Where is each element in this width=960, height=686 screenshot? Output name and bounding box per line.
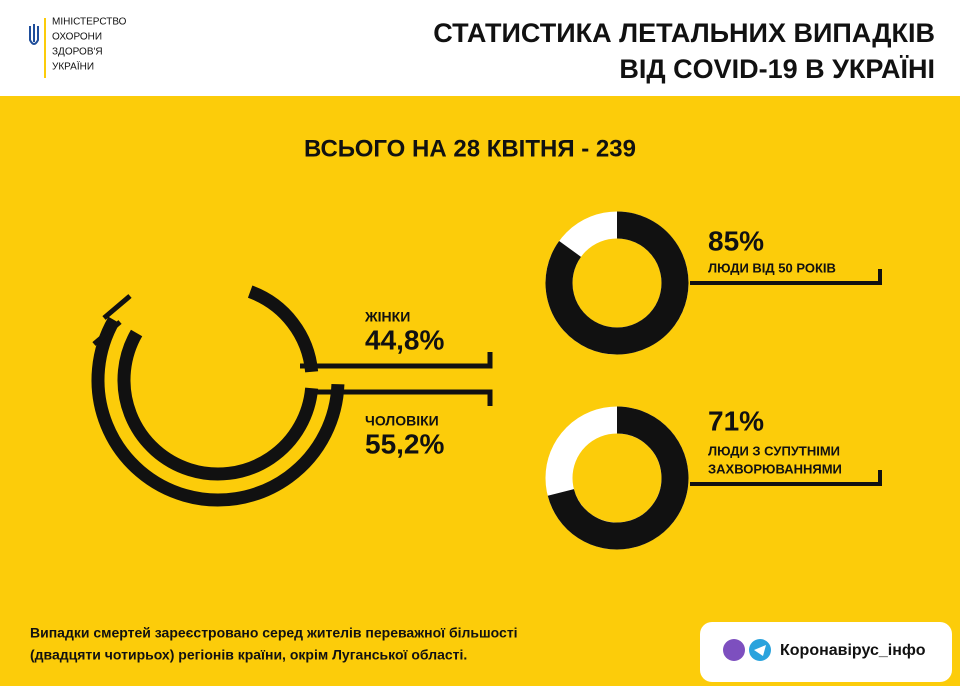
viber-icon (723, 639, 745, 661)
ministry-name: УКРАЇНИ (52, 61, 94, 73)
channel-box (700, 622, 952, 682)
gender-arc (91, 316, 345, 507)
total: ВСЬОГО НА 28 КВІТНЯ - 239 (304, 135, 636, 162)
ministry-name: ЗДОРОВ'Я (52, 47, 103, 58)
header-bg (0, 0, 960, 96)
emblem (29, 24, 39, 45)
connector (92, 294, 493, 406)
footer-note: (двадцяти чотирьох) регіонів країни, окр… (30, 647, 467, 663)
donut-value: 85% (708, 225, 764, 256)
ministry-name: МІНІСТЕРСТВО (52, 17, 127, 28)
title: ВІД COVID-19 В УКРАЇНІ (619, 54, 935, 84)
channel-name: Коронавірус_інфо (780, 642, 926, 659)
gender-value: 55,2% (365, 428, 444, 459)
gender-value: 44,8% (365, 324, 444, 355)
donut-arc (547, 406, 689, 550)
donut-label: ЗАХВОРЮВАННЯМИ (708, 461, 842, 476)
underline (690, 269, 882, 285)
donut-value: 71% (708, 405, 764, 436)
gender-arc (117, 285, 319, 481)
donut-label: ЛЮДИ ВІД 50 РОКІВ (708, 260, 836, 275)
footer-note: Випадки смертей зареєстровано серед жите… (30, 625, 518, 641)
underline (690, 470, 882, 486)
telegram-plane (754, 645, 766, 656)
ministry-name: ОХОРОНИ (52, 32, 102, 43)
donut-arc (545, 211, 689, 355)
title: СТАТИСТИКА ЛЕТАЛЬНИХ ВИПАДКІВ (433, 18, 935, 48)
gender-label: ЧОЛОВІКИ (365, 413, 439, 429)
donut-label: ЛЮДИ З СУПУТНІМИ (708, 443, 840, 458)
gender-label: ЖІНКИ (364, 309, 410, 325)
